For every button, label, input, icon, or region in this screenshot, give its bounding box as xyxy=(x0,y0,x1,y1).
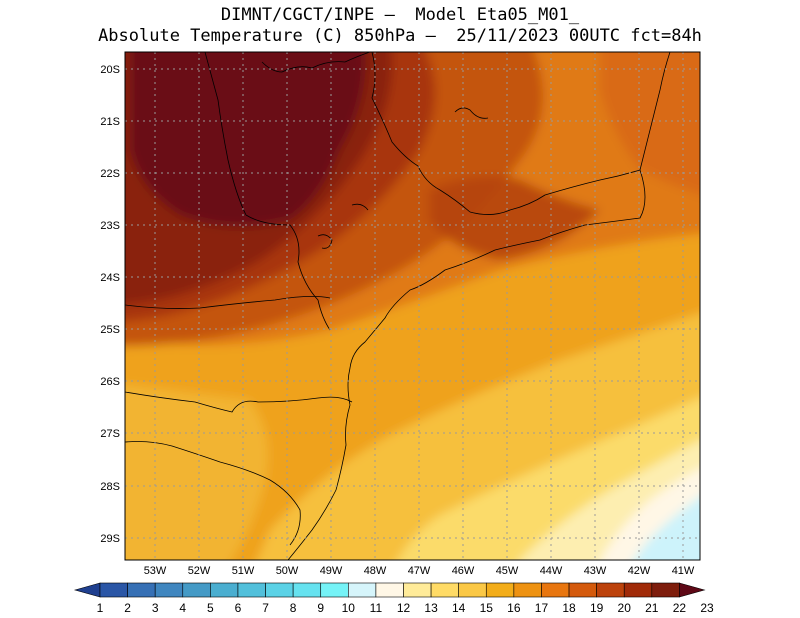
colorbar-label: 1 xyxy=(97,601,104,615)
state-border-sp-mg xyxy=(371,52,471,213)
state-border-mg-rj xyxy=(469,169,641,215)
coastline xyxy=(287,169,646,560)
lat-tick-label: 24S xyxy=(100,272,120,284)
colorbar-label: 14 xyxy=(452,601,466,615)
lon-tick-label: 47W xyxy=(408,565,431,577)
colorbar-swatch xyxy=(210,582,239,598)
state-border-pr-sp xyxy=(125,296,331,309)
colorbar-label: 8 xyxy=(290,601,297,615)
lat-tick-label: 22S xyxy=(100,168,120,180)
colorbar-swatch xyxy=(485,582,515,598)
colorbar-swatch xyxy=(127,582,156,598)
colorbar-label: 15 xyxy=(480,601,494,615)
reservoir-1 xyxy=(454,107,489,119)
colorbar-swatch xyxy=(320,582,349,598)
colorbar-swatch xyxy=(265,582,294,598)
boundaries xyxy=(125,52,671,560)
lon-tick-label: 52W xyxy=(188,565,211,577)
reservoir-3 xyxy=(351,203,369,211)
lat-tick-label: 26S xyxy=(100,376,120,388)
colorbar-swatch xyxy=(458,582,487,598)
lat-tick-label: 21S xyxy=(100,116,120,128)
lon-tick-label: 45W xyxy=(496,565,519,577)
temperature-field xyxy=(125,52,700,560)
patch-northeast xyxy=(600,52,700,195)
colorbar-swatch xyxy=(513,582,542,598)
colorbar-label: 16 xyxy=(507,601,521,615)
lat-tick-label: 29S xyxy=(100,533,120,545)
colorbar-swatch xyxy=(237,582,266,598)
colorbar-label: 12 xyxy=(397,601,411,615)
colorbar-swatch xyxy=(182,582,211,598)
lat-tick-label: 20S xyxy=(100,64,120,76)
colorbar: 1 2 3 4 5 6 7 8 9 10 11 12 13 14 15 16 17 18 19 20 21 22 23 xyxy=(73,582,714,615)
colorbar-label: 20 xyxy=(618,601,632,615)
lat-tick-label: 27S xyxy=(100,428,120,440)
colorbar-label: 6 xyxy=(235,601,242,615)
colorbar-swatch xyxy=(541,582,570,598)
lon-tick-label: 46W xyxy=(452,565,475,577)
colorbar-label: 4 xyxy=(179,601,186,615)
lon-tick-label: 43W xyxy=(584,565,607,577)
colorbar-label: 17 xyxy=(535,601,549,615)
lat-axis: 20S 21S 22S 23S 24S 25S 26S 27S 28S 29S xyxy=(100,64,120,545)
map-title-line-1: DIMNT/CGCT/INPE – Model Eta05_M01_ xyxy=(220,5,580,25)
lat-tick-label: 23S xyxy=(100,220,120,232)
colorbar-label: 21 xyxy=(645,601,659,615)
lat-tick-label: 28S xyxy=(100,481,120,493)
lon-tick-label: 50W xyxy=(276,565,299,577)
colorbar-label: 2 xyxy=(124,601,131,615)
graticule xyxy=(125,52,700,560)
colorbar-label: 5 xyxy=(207,601,214,615)
lon-tick-label: 44W xyxy=(540,565,563,577)
band-deep-red xyxy=(130,52,366,227)
lon-tick-label: 51W xyxy=(232,565,255,577)
map-title-line-2: Absolute Temperature (C) 850hPa – 25/11/… xyxy=(98,26,702,46)
colorbar-label: 11 xyxy=(370,601,383,615)
state-border-mg-es xyxy=(639,52,671,171)
colorbar-swatch xyxy=(375,582,404,598)
lon-tick-label: 42W xyxy=(628,565,651,577)
colorbar-swatch xyxy=(154,582,184,598)
colorbar-label: 7 xyxy=(262,601,269,615)
colorbar-swatch xyxy=(651,582,680,598)
colorbar-swatch xyxy=(623,582,653,598)
state-border-ms-sp xyxy=(204,52,331,331)
colorbar-swatch xyxy=(348,582,377,598)
colorbar-swatch xyxy=(568,582,597,598)
colorbar-swatch xyxy=(596,582,625,598)
colorbar-swatch xyxy=(403,582,432,598)
colorbar-swatch xyxy=(292,582,322,598)
state-border-go-mg xyxy=(261,52,371,73)
colorbar-label: 9 xyxy=(317,601,324,615)
map-frame xyxy=(124,51,701,561)
state-border-sc-rs xyxy=(125,441,301,546)
colorbar-swatch xyxy=(99,582,128,598)
patch-coastal-warm xyxy=(430,176,600,260)
colorbar-arrow-right xyxy=(679,582,706,598)
colorbar-label: 23 xyxy=(700,601,714,615)
colorbar-arrow-left xyxy=(73,582,101,598)
colorbar-label: 13 xyxy=(424,601,438,615)
colorbar-label: 10 xyxy=(342,601,356,615)
colorbar-label: 3 xyxy=(152,601,159,615)
lat-tick-label: 25S xyxy=(100,324,120,336)
lon-tick-label: 49W xyxy=(320,565,343,577)
colorbar-label: 22 xyxy=(673,601,687,615)
lon-tick-label: 41W xyxy=(672,565,695,577)
patch-southwest xyxy=(125,384,268,560)
lon-tick-label: 48W xyxy=(364,565,387,577)
state-border-pr-sc xyxy=(125,391,353,413)
colorbar-label: 19 xyxy=(590,601,604,615)
colorbar-label: 18 xyxy=(562,601,576,615)
colorbar-swatch xyxy=(430,582,459,598)
reservoir-2 xyxy=(317,234,333,249)
lon-axis: 53W 52W 51W 50W 49W 48W 47W 46W 45W 44W … xyxy=(144,565,695,577)
lon-tick-label: 53W xyxy=(144,565,167,577)
